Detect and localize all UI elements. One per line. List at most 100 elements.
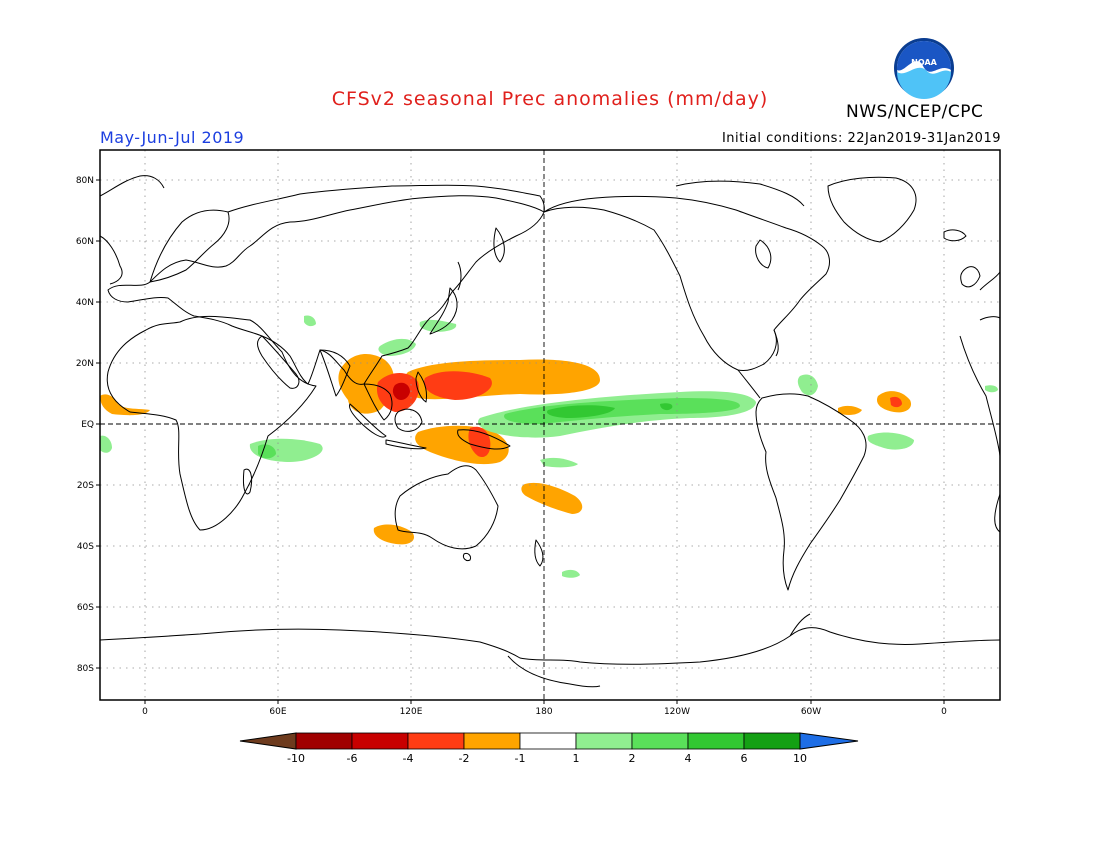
- coastline-hudson-bay: [755, 239, 772, 269]
- colorbar-label: -10: [287, 752, 305, 765]
- coastline-new-zealand: [534, 539, 544, 567]
- logo-water: [897, 67, 951, 99]
- colorbar-label: 6: [741, 752, 748, 765]
- colorbar-segment: [687, 732, 745, 750]
- coastline-iceland: [943, 229, 967, 242]
- coastline-left-scandinavia: [99, 235, 123, 285]
- graticule: [100, 150, 1000, 700]
- colorbar-segment: [351, 732, 409, 750]
- coastline-north-america: [543, 196, 830, 371]
- lat-label: 80N: [76, 176, 94, 186]
- coastline-java: [385, 439, 427, 450]
- colorbar-segment: [463, 732, 521, 750]
- coastline-sumatra: [349, 403, 387, 438]
- colorbar-segment: [519, 732, 577, 750]
- lat-label: 60S: [77, 603, 94, 613]
- coastline-philippines: [415, 371, 427, 403]
- anomaly-lightgreen-southern-ocean: [562, 569, 580, 578]
- coastline-southeast-asia: [363, 383, 393, 421]
- anomaly-lightgreen-west-africa-coast: [100, 435, 112, 453]
- lon-label: 60E: [269, 707, 286, 717]
- coastline-south-america: [755, 393, 867, 591]
- lon-label: 120W: [664, 707, 690, 717]
- axis-ticks: [96, 179, 945, 704]
- colorbar-segment: [743, 732, 801, 750]
- colorbar-segment: [631, 732, 689, 750]
- logo-sky: [897, 41, 951, 72]
- lon-label: 0: [941, 707, 947, 717]
- lat-label: 20N: [76, 359, 94, 369]
- lat-label: 80S: [77, 664, 94, 674]
- agency-label: NWS/NCEP/CPC: [846, 102, 984, 122]
- longitude-labels: 0 60E 120E 180 120W 60W 0: [142, 707, 947, 717]
- coastline-antarctica: [99, 627, 1001, 665]
- lon-label: 0: [142, 707, 148, 717]
- logo-text: NOAA: [911, 58, 937, 67]
- colorbar-right-arrow: [799, 732, 859, 750]
- coastline-tasmania: [463, 553, 471, 561]
- anomaly-lightgreen-japan: [419, 319, 457, 332]
- lon-label: 60W: [801, 707, 821, 717]
- anomaly-lightgreen-europe: [304, 315, 316, 327]
- anomaly-fields: [100, 315, 998, 578]
- colorbar-label: -6: [347, 752, 358, 765]
- coastline-greenland: [827, 176, 917, 243]
- coastline-borneo: [394, 408, 423, 432]
- reference-lines: [100, 150, 1000, 700]
- coastline-ross-shelf: [507, 655, 601, 688]
- coastline-new-guinea: [457, 429, 511, 450]
- coastline-uk: [960, 266, 981, 288]
- coastline-africa: [106, 315, 317, 531]
- anomaly-lightgreen-south-china: [378, 338, 416, 356]
- anomaly-orange-west-africa: [100, 394, 150, 416]
- initial-conditions-label: Initial conditions: 22Jan2019-31Jan2019: [721, 131, 1001, 146]
- anomaly-orange-australia-south: [373, 524, 415, 545]
- anomaly-darkred-southeast-asia: [392, 382, 410, 400]
- coastlines: [99, 175, 1001, 688]
- anomaly-red-new-guinea: [468, 426, 491, 458]
- latitude-labels: 80N 60N 40N 20N EQ 20S 40S 60S 80S: [76, 176, 94, 674]
- coastline-madagascar: [243, 468, 253, 495]
- colorbar-left-arrow: [239, 732, 297, 750]
- coastline-left-europe: [99, 175, 165, 197]
- anomaly-lightgreen-south-atlantic: [867, 432, 914, 450]
- colorbar-label: -4: [403, 752, 414, 765]
- colorbar: -10 -6 -4 -2 -1 1 2 4 6 10: [239, 732, 859, 765]
- coastline-kamchatka: [493, 227, 505, 263]
- colorbar-label: 2: [629, 752, 636, 765]
- lon-label: 180: [535, 707, 552, 717]
- plot-frame: [99, 149, 1001, 701]
- lat-label: 40N: [76, 298, 94, 308]
- anomaly-orange-caribbean: [838, 405, 862, 415]
- coastline-australia: [394, 465, 499, 550]
- coastline-antarctic-peninsula: [789, 613, 811, 637]
- coastline-scandinavia: [149, 209, 230, 283]
- anomaly-darkgreen-east-pacific: [660, 403, 673, 411]
- coastline-africa-right: [959, 316, 1001, 533]
- lat-label: 60N: [76, 237, 94, 247]
- anomaly-lightgreen-south-pacific-small: [540, 457, 578, 468]
- coastline-canadian-arctic: [675, 180, 805, 207]
- colorbar-segment: [295, 732, 353, 750]
- coastline-arctic-russia: [227, 184, 545, 213]
- anomaly-orange-south-pacific: [521, 482, 583, 514]
- lat-label: 20S: [77, 481, 94, 491]
- lon-label: 120E: [400, 707, 423, 717]
- noaa-logo: NOAA: [894, 38, 954, 99]
- colorbar-segment: [407, 732, 465, 750]
- coastline-eurasia: [107, 195, 545, 385]
- coastline-sakhalin: [457, 261, 462, 291]
- anomaly-lightgreen-north-atlantic: [985, 385, 998, 393]
- anomaly-darkgreen-central-pacific: [546, 405, 615, 418]
- colorbar-label: 4: [685, 752, 692, 765]
- colorbar-label: 10: [793, 752, 807, 765]
- colorbar-label: -2: [459, 752, 470, 765]
- lat-label: 40S: [77, 542, 94, 552]
- coastline-japan: [429, 287, 458, 335]
- anomaly-red-wpac: [424, 371, 492, 400]
- coastline-florida: [773, 329, 779, 357]
- anomaly-green-indian-ocean: [258, 444, 276, 459]
- anomaly-red-atlantic: [890, 396, 902, 408]
- anomaly-lightgreen-gulf: [797, 374, 818, 396]
